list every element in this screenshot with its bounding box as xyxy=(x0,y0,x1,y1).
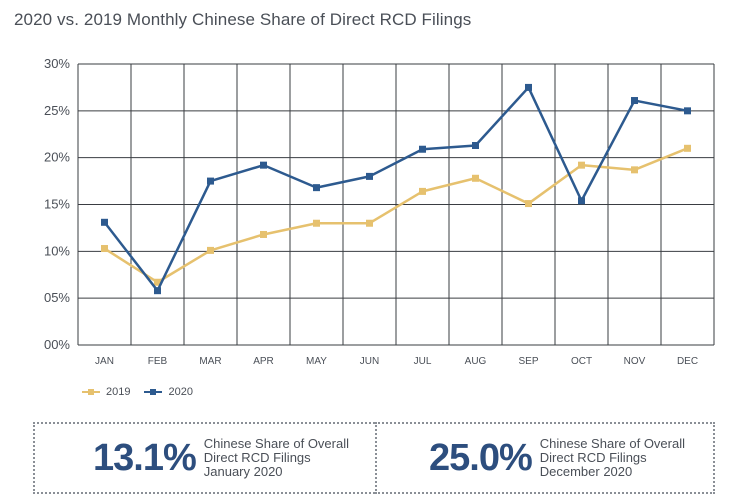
legend-label-2019: 2019 xyxy=(106,386,131,398)
line-chart: 00% 05% 10% 15% 20% 25% 30% JAN FEB MAR APR MAY JUN J… xyxy=(44,56,715,367)
data-point-2019-mar xyxy=(207,246,214,254)
data-point-2019-apr xyxy=(260,230,267,238)
chart-legend: 2019 2020 xyxy=(82,386,193,398)
data-point-2019-dec xyxy=(684,144,691,152)
x-tick-label: JAN xyxy=(95,356,114,367)
x-tick-label: DEC xyxy=(677,356,698,367)
data-point-2020-jul xyxy=(419,145,426,153)
stat-description-january: Chinese Share of Overall Direct RCD Fili… xyxy=(204,437,349,479)
data-point-2020-sep xyxy=(525,83,532,91)
legend-item-2020: 2020 xyxy=(144,386,193,398)
stat-description-december: Chinese Share of Overall Direct RCD Fili… xyxy=(540,437,685,479)
data-point-2019-feb xyxy=(154,278,161,286)
y-tick-label: 05% xyxy=(44,290,70,305)
data-point-2019-may xyxy=(313,219,320,227)
stat-line3: December 2020 xyxy=(539,464,633,479)
series-line-2019 xyxy=(103,147,688,284)
data-point-2019-jul xyxy=(419,187,426,195)
stat-line2: Direct RCD Filings xyxy=(203,450,311,465)
y-tick-label: 00% xyxy=(44,337,70,352)
x-tick-label: APR xyxy=(253,356,274,367)
stat-line3: January 2020 xyxy=(203,464,283,479)
data-point-2020-feb xyxy=(154,287,161,295)
data-point-2019-sep xyxy=(525,200,532,208)
data-point-2020-may xyxy=(313,184,320,192)
data-point-2019-jun xyxy=(366,219,373,227)
stat-box-december: 25.0% Chinese Share of Overall Direct RC… xyxy=(375,422,715,494)
stat-box-january: 13.1% Chinese Share of Overall Direct RC… xyxy=(33,422,375,494)
legend-label-2020: 2020 xyxy=(168,386,193,398)
x-tick-label: MAY xyxy=(306,356,327,367)
legend-swatch-2019 xyxy=(82,387,100,397)
legend-swatch-2020 xyxy=(144,387,163,397)
data-point-2019-nov xyxy=(631,166,638,174)
chart-title: 2020 vs. 2019 Monthly Chinese Share of D… xyxy=(14,10,472,29)
stat-line1: Chinese Share of Overall xyxy=(539,436,685,451)
data-point-2020-mar xyxy=(207,177,214,185)
data-point-2020-jan xyxy=(101,218,108,226)
stat-value-january: 13.1% xyxy=(93,436,197,479)
stat-line1: Chinese Share of Overall xyxy=(203,436,349,451)
data-point-2020-nov xyxy=(631,97,638,105)
x-tick-label: JUL xyxy=(414,356,432,367)
data-point-2019-jan xyxy=(101,245,108,253)
data-point-2020-oct xyxy=(578,197,585,205)
data-point-2019-aug xyxy=(472,174,479,182)
data-point-2020-apr xyxy=(260,161,267,169)
data-point-2020-dec xyxy=(684,107,691,115)
stat-line2: Direct RCD Filings xyxy=(539,450,647,465)
x-tick-label: AUG xyxy=(465,356,487,367)
y-tick-label: 10% xyxy=(44,243,70,258)
y-tick-label: 20% xyxy=(44,150,70,165)
stat-value-december: 25.0% xyxy=(429,436,533,479)
series-line-2020 xyxy=(103,86,688,292)
x-tick-label: NOV xyxy=(624,356,646,367)
data-point-2019-oct xyxy=(578,161,585,169)
y-tick-label: 15% xyxy=(44,197,70,212)
x-tick-label: JUN xyxy=(360,356,379,367)
y-tick-label: 30% xyxy=(44,56,70,71)
x-tick-label: OCT xyxy=(571,356,592,367)
data-point-2020-jun xyxy=(366,172,373,180)
legend-item-2019: 2019 xyxy=(82,386,130,398)
x-tick-label: FEB xyxy=(148,356,168,367)
data-point-2020-aug xyxy=(472,141,479,149)
y-tick-label: 25% xyxy=(44,103,70,118)
x-tick-label: MAR xyxy=(199,356,221,367)
x-tick-label: SEP xyxy=(518,356,538,367)
